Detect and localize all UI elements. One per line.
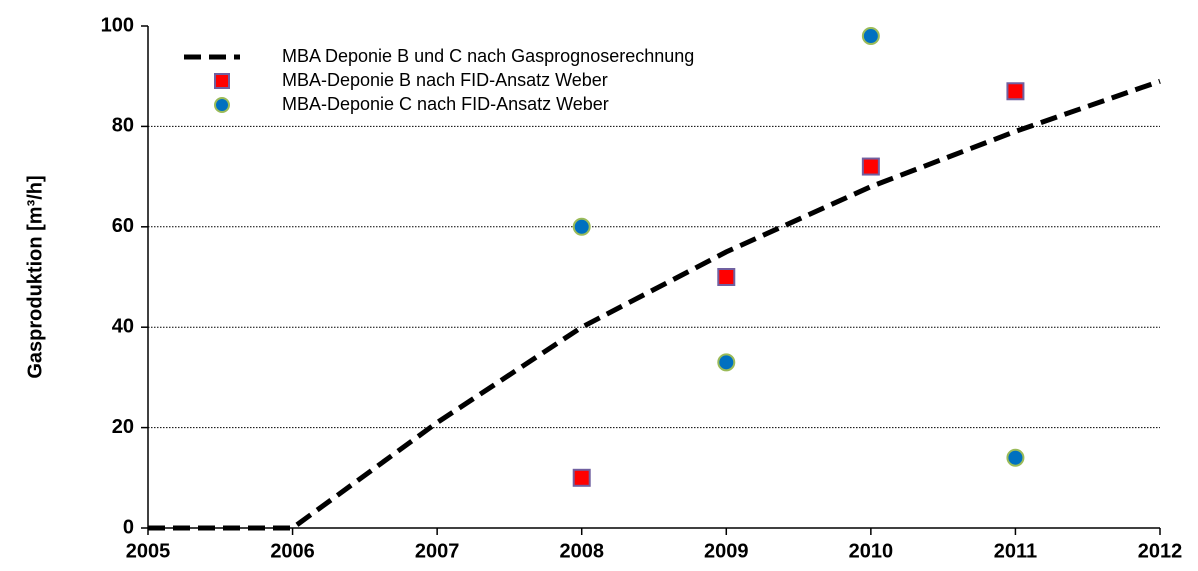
x-tick-label: 2009 [704,540,749,562]
legend-marker [214,97,230,113]
y-tick-label: 80 [112,115,134,137]
legend-label: MBA Deponie B und C nach Gasprognoserech… [282,46,694,66]
legend-label: MBA-Deponie C nach FID-Ansatz Weber [282,94,609,114]
y-axis-label: Gasproduktion [m³/h] [24,175,46,378]
x-tick-label: 2012 [1138,540,1183,562]
data-point [572,468,591,487]
legend-marker [214,73,230,89]
x-tick-label: 2008 [559,540,604,562]
y-tick-label: 60 [112,215,134,237]
y-tick-label: 100 [101,14,134,36]
x-tick-label: 2007 [415,540,460,562]
data-point [717,268,736,286]
legend-label: MBA-Deponie B nach FID-Ansatz Weber [282,70,608,90]
data-point [717,353,736,372]
y-tick-label: 40 [112,315,134,337]
data-point [1006,448,1025,467]
x-tick-label: 2011 [994,540,1037,562]
data-point [572,217,591,236]
y-tick-label: 20 [112,416,134,438]
data-point [861,157,880,176]
x-tick-label: 2005 [126,540,171,562]
x-tick-label: 2010 [849,540,894,562]
x-tick-label: 2006 [270,540,315,562]
data-point [1006,82,1025,101]
y-tick-label: 0 [123,516,134,538]
data-point [861,27,880,46]
line-series [148,78,1161,531]
